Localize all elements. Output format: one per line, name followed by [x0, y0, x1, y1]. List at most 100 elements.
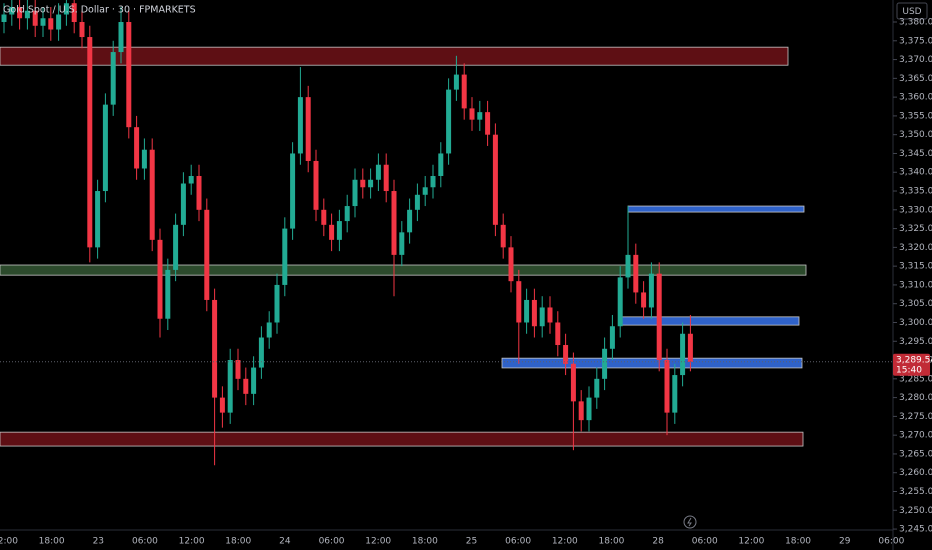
candle-body [399, 232, 405, 255]
candle-body [329, 224, 335, 240]
candle-body [524, 299, 530, 323]
candle-body [648, 273, 654, 308]
x-tick-label: 12:00 [552, 537, 578, 547]
candle-body [656, 273, 662, 361]
chart-title: Gold Spot / U.S. Dollar · 30 · FPMARKETS [3, 5, 196, 16]
candle-body [446, 89, 452, 154]
zone [0, 264, 807, 276]
y-tick-label: 3,245.00 [899, 525, 932, 535]
candle-body [134, 127, 140, 169]
alert-icon[interactable] [683, 515, 697, 529]
currency-box[interactable] [896, 2, 928, 20]
candle-body [95, 191, 101, 248]
last-price-box [893, 353, 930, 376]
candle-body [633, 254, 639, 293]
candle-body [79, 22, 85, 38]
y-tick-label: 3,335.00 [899, 187, 932, 197]
y-tick-label: 3,260.00 [899, 468, 932, 478]
candle-body [375, 164, 381, 180]
x-tick-label: 06:00 [692, 537, 718, 547]
candle-body [258, 337, 264, 368]
candle-body [180, 183, 186, 225]
candle-body [570, 363, 576, 402]
candle-body [547, 307, 553, 323]
y-tick-label: 3,315.00 [899, 262, 932, 272]
candle-body [173, 224, 179, 270]
candle-body [477, 112, 483, 120]
candle-body [110, 52, 116, 105]
candle-body [438, 153, 444, 177]
candle-body [539, 307, 545, 327]
candle-body [383, 164, 389, 192]
x-tick-label: 06:00 [878, 537, 904, 547]
x-tick-label: 25 [466, 537, 477, 547]
y-tick-label: 3,285.00 [899, 374, 932, 384]
candle-body [461, 74, 467, 109]
candle-body [32, 10, 38, 26]
y-tick-label: 3,320.00 [899, 243, 932, 253]
candle-body [24, 10, 30, 19]
candle-body [407, 209, 413, 233]
y-tick-label: 3,295.00 [899, 337, 932, 347]
candle-body [414, 194, 420, 210]
candle-body [63, 3, 69, 15]
currency[interactable]: USD [902, 7, 921, 17]
candle-body [516, 281, 522, 323]
candle-body [336, 221, 342, 240]
last-price-label: 3,289.54 [896, 355, 932, 365]
candle-body [17, 6, 23, 19]
y-tick-label: 3,355.00 [899, 111, 932, 121]
candle-body [602, 348, 608, 379]
y-tick-label: 3,310.00 [899, 280, 932, 290]
y-tick-label: 3,330.00 [899, 205, 932, 215]
candle-body [141, 149, 147, 169]
y-tick-label: 3,255.00 [899, 487, 932, 497]
candle-body [243, 378, 249, 394]
candle-body [555, 322, 561, 346]
x-tick-label: 18:00 [39, 537, 65, 547]
x-tick-label: 06:00 [132, 537, 158, 547]
zones [0, 46, 807, 447]
candle-body [625, 254, 631, 278]
candle-body [680, 333, 686, 376]
candle-body [344, 206, 350, 222]
candle-body [609, 326, 615, 349]
candle-body [227, 360, 233, 413]
candle-body [251, 367, 257, 394]
x-tick-label: 24 [279, 537, 291, 547]
alert-bolt [687, 517, 692, 527]
y-tick-label: 3,280.00 [899, 393, 932, 403]
candle-body [40, 18, 46, 26]
x-tick-label: 23 [93, 537, 104, 547]
candle-body [188, 176, 194, 184]
candle-body [352, 179, 358, 207]
x-tick-label: 18:00 [785, 537, 811, 547]
candle-body [368, 179, 374, 188]
candle-body [305, 97, 311, 161]
y-tick-label: 3,380.00 [899, 18, 932, 28]
candle-body [453, 74, 459, 90]
candle-body [594, 378, 600, 398]
candle-body [196, 176, 202, 210]
candle-body [672, 375, 678, 413]
candle-body [641, 292, 647, 308]
candle-body [102, 104, 108, 192]
zone [501, 357, 803, 369]
candle-body [87, 37, 93, 248]
candle-body [360, 179, 366, 188]
candle-body [48, 18, 54, 30]
y-tick-label: 3,270.00 [899, 431, 932, 441]
x-tick-label: 12:00 [179, 537, 205, 547]
zone [627, 205, 805, 213]
candle-body [617, 277, 623, 327]
candle-body [118, 22, 124, 53]
candle-body [578, 401, 584, 421]
x-tick-label: 06:00 [505, 537, 531, 547]
candle-body [469, 108, 475, 120]
candle-body [126, 22, 132, 128]
y-tick-label: 3,250.00 [899, 506, 932, 516]
candle-body [531, 299, 537, 327]
y-tick-label: 3,375.00 [899, 36, 932, 46]
candle-body [313, 160, 319, 210]
